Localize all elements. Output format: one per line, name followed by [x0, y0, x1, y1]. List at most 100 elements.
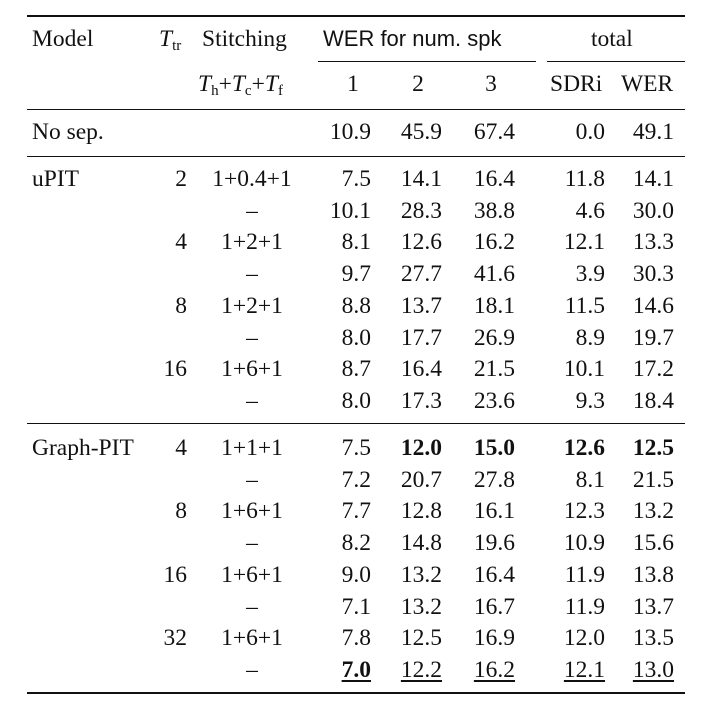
- cell-stitch: 1+2+1: [221, 293, 283, 319]
- cell-wer: 13.2: [632, 498, 674, 524]
- cell-w2: 16.4: [400, 356, 442, 382]
- cell-w2: 12.2: [400, 657, 442, 683]
- top-rule: [27, 15, 685, 17]
- cell-sdri: 10.1: [563, 356, 605, 382]
- cell-sdri: 10.9: [563, 530, 605, 556]
- cell-wer: 13.8: [632, 562, 674, 588]
- cell-w2: 14.8: [400, 530, 442, 556]
- header-total-group: total: [591, 26, 633, 52]
- cell-sdri: 12.1: [563, 229, 605, 255]
- cell-w3: 16.9: [473, 625, 515, 651]
- cell-sdri: 12.0: [563, 625, 605, 651]
- formula-t-c: T: [231, 71, 245, 97]
- cell-w2: 12.8: [400, 498, 442, 524]
- cell-wer: 12.5: [632, 435, 674, 461]
- cell-stitch: 1+6+1: [221, 625, 283, 651]
- cell-w1: 7.5: [341, 166, 371, 192]
- cell-stitch: –: [246, 198, 258, 224]
- formula-sub-f: f: [277, 83, 283, 99]
- formula-sub-c: c: [244, 83, 252, 99]
- cell-ttr: 8: [175, 293, 187, 319]
- cell-w3: 67.4: [473, 119, 515, 145]
- cell-stitch: 1+2+1: [221, 229, 283, 255]
- cell-ttr: 4: [175, 229, 187, 255]
- cell-wer: 19.7: [632, 325, 674, 351]
- formula-t-h: T: [198, 71, 212, 97]
- cell-w2: 17.3: [400, 388, 442, 414]
- cell-w1: 7.7: [341, 498, 371, 524]
- cell-w2: 12.5: [400, 625, 442, 651]
- cell-w3: 16.7: [473, 594, 515, 620]
- cell-sdri: 12.3: [563, 498, 605, 524]
- cell-wer: 30.0: [632, 198, 674, 224]
- header-stitching: Stitching: [202, 26, 287, 52]
- cell-w3: 16.2: [473, 229, 515, 255]
- header-spk-3: 3: [485, 71, 497, 97]
- total-group-underline: [547, 61, 685, 62]
- cell-ttr: 4: [175, 435, 187, 461]
- wer-group-underline: [318, 61, 536, 62]
- header-ttr-main: T: [159, 26, 173, 52]
- cell-w2: 12.6: [400, 229, 442, 255]
- cell-w1: 7.2: [341, 467, 371, 493]
- cell-w1: 8.7: [341, 356, 371, 382]
- cell-w2: 28.3: [400, 198, 442, 224]
- cell-w3: 21.5: [473, 356, 515, 382]
- cell-w1: 10.1: [329, 198, 371, 224]
- cell-w1: 7.8: [341, 625, 371, 651]
- formula-plus-1: +: [218, 71, 232, 97]
- cell-wer: 13.5: [632, 625, 674, 651]
- cell-stitch: 1+1+1: [221, 435, 283, 461]
- cell-wer: 17.2: [632, 356, 674, 382]
- cell-stitch: 1+0.4+1: [212, 166, 292, 192]
- cell-w3: 38.8: [473, 198, 515, 224]
- header-ttr: Ttr: [159, 26, 182, 54]
- cell-w3: 19.6: [473, 530, 515, 556]
- cell-ttr: 32: [163, 625, 188, 651]
- bottom-rule: [27, 692, 685, 694]
- cell-w2: 17.7: [400, 325, 442, 351]
- cell-w3: 26.9: [473, 325, 515, 351]
- cell-sdri: 11.9: [564, 562, 605, 588]
- cell-wer: 14.1: [632, 166, 674, 192]
- cell-w3: 16.1: [473, 498, 515, 524]
- cell-stitch: 1+6+1: [221, 562, 283, 588]
- cell-wer: 13.3: [632, 229, 674, 255]
- cell-sdri: 12.1: [563, 657, 605, 683]
- cell-ttr: 16: [163, 356, 188, 382]
- cell-w1: 8.2: [341, 530, 371, 556]
- cell-model: uPIT: [32, 166, 79, 192]
- cell-stitch: –: [246, 530, 258, 556]
- header-wer: WER: [621, 71, 674, 97]
- cell-w1: 9.7: [341, 261, 371, 287]
- cell-w1: 7.5: [341, 435, 371, 461]
- cell-w2: 13.7: [400, 293, 442, 319]
- formula-sub-h: h: [211, 83, 219, 99]
- formula-plus-2: +: [251, 71, 265, 97]
- cell-sdri: 11.9: [564, 594, 605, 620]
- cell-sdri: 3.9: [575, 261, 605, 287]
- cell-w2: 45.9: [400, 119, 442, 145]
- cell-wer: 18.4: [632, 388, 674, 414]
- cell-stitch: –: [246, 261, 258, 287]
- cell-wer: 30.3: [632, 261, 674, 287]
- header-stitch-formula: Th+Tc+Tf: [198, 71, 283, 99]
- cell-model: No sep.: [32, 119, 104, 145]
- cell-w3: 23.6: [473, 388, 515, 414]
- cell-w1: 8.0: [341, 388, 371, 414]
- cell-wer: 49.1: [632, 119, 674, 145]
- cell-w1: 7.0: [341, 657, 371, 683]
- cell-sdri: 12.6: [563, 435, 605, 461]
- cell-w3: 41.6: [473, 261, 515, 287]
- cell-w2: 27.7: [400, 261, 442, 287]
- header-ttr-sub: tr: [172, 38, 182, 54]
- cell-model: Graph-PIT: [32, 435, 134, 461]
- header-spk-2: 2: [412, 71, 424, 97]
- formula-t-f: T: [264, 71, 278, 97]
- cell-stitch: –: [246, 467, 258, 493]
- cell-stitch: –: [246, 388, 258, 414]
- cell-ttr: 2: [175, 166, 187, 192]
- nosep-rule: [27, 156, 685, 157]
- header-wer-group: WER for num. spk: [323, 26, 502, 51]
- cell-stitch: –: [246, 594, 258, 620]
